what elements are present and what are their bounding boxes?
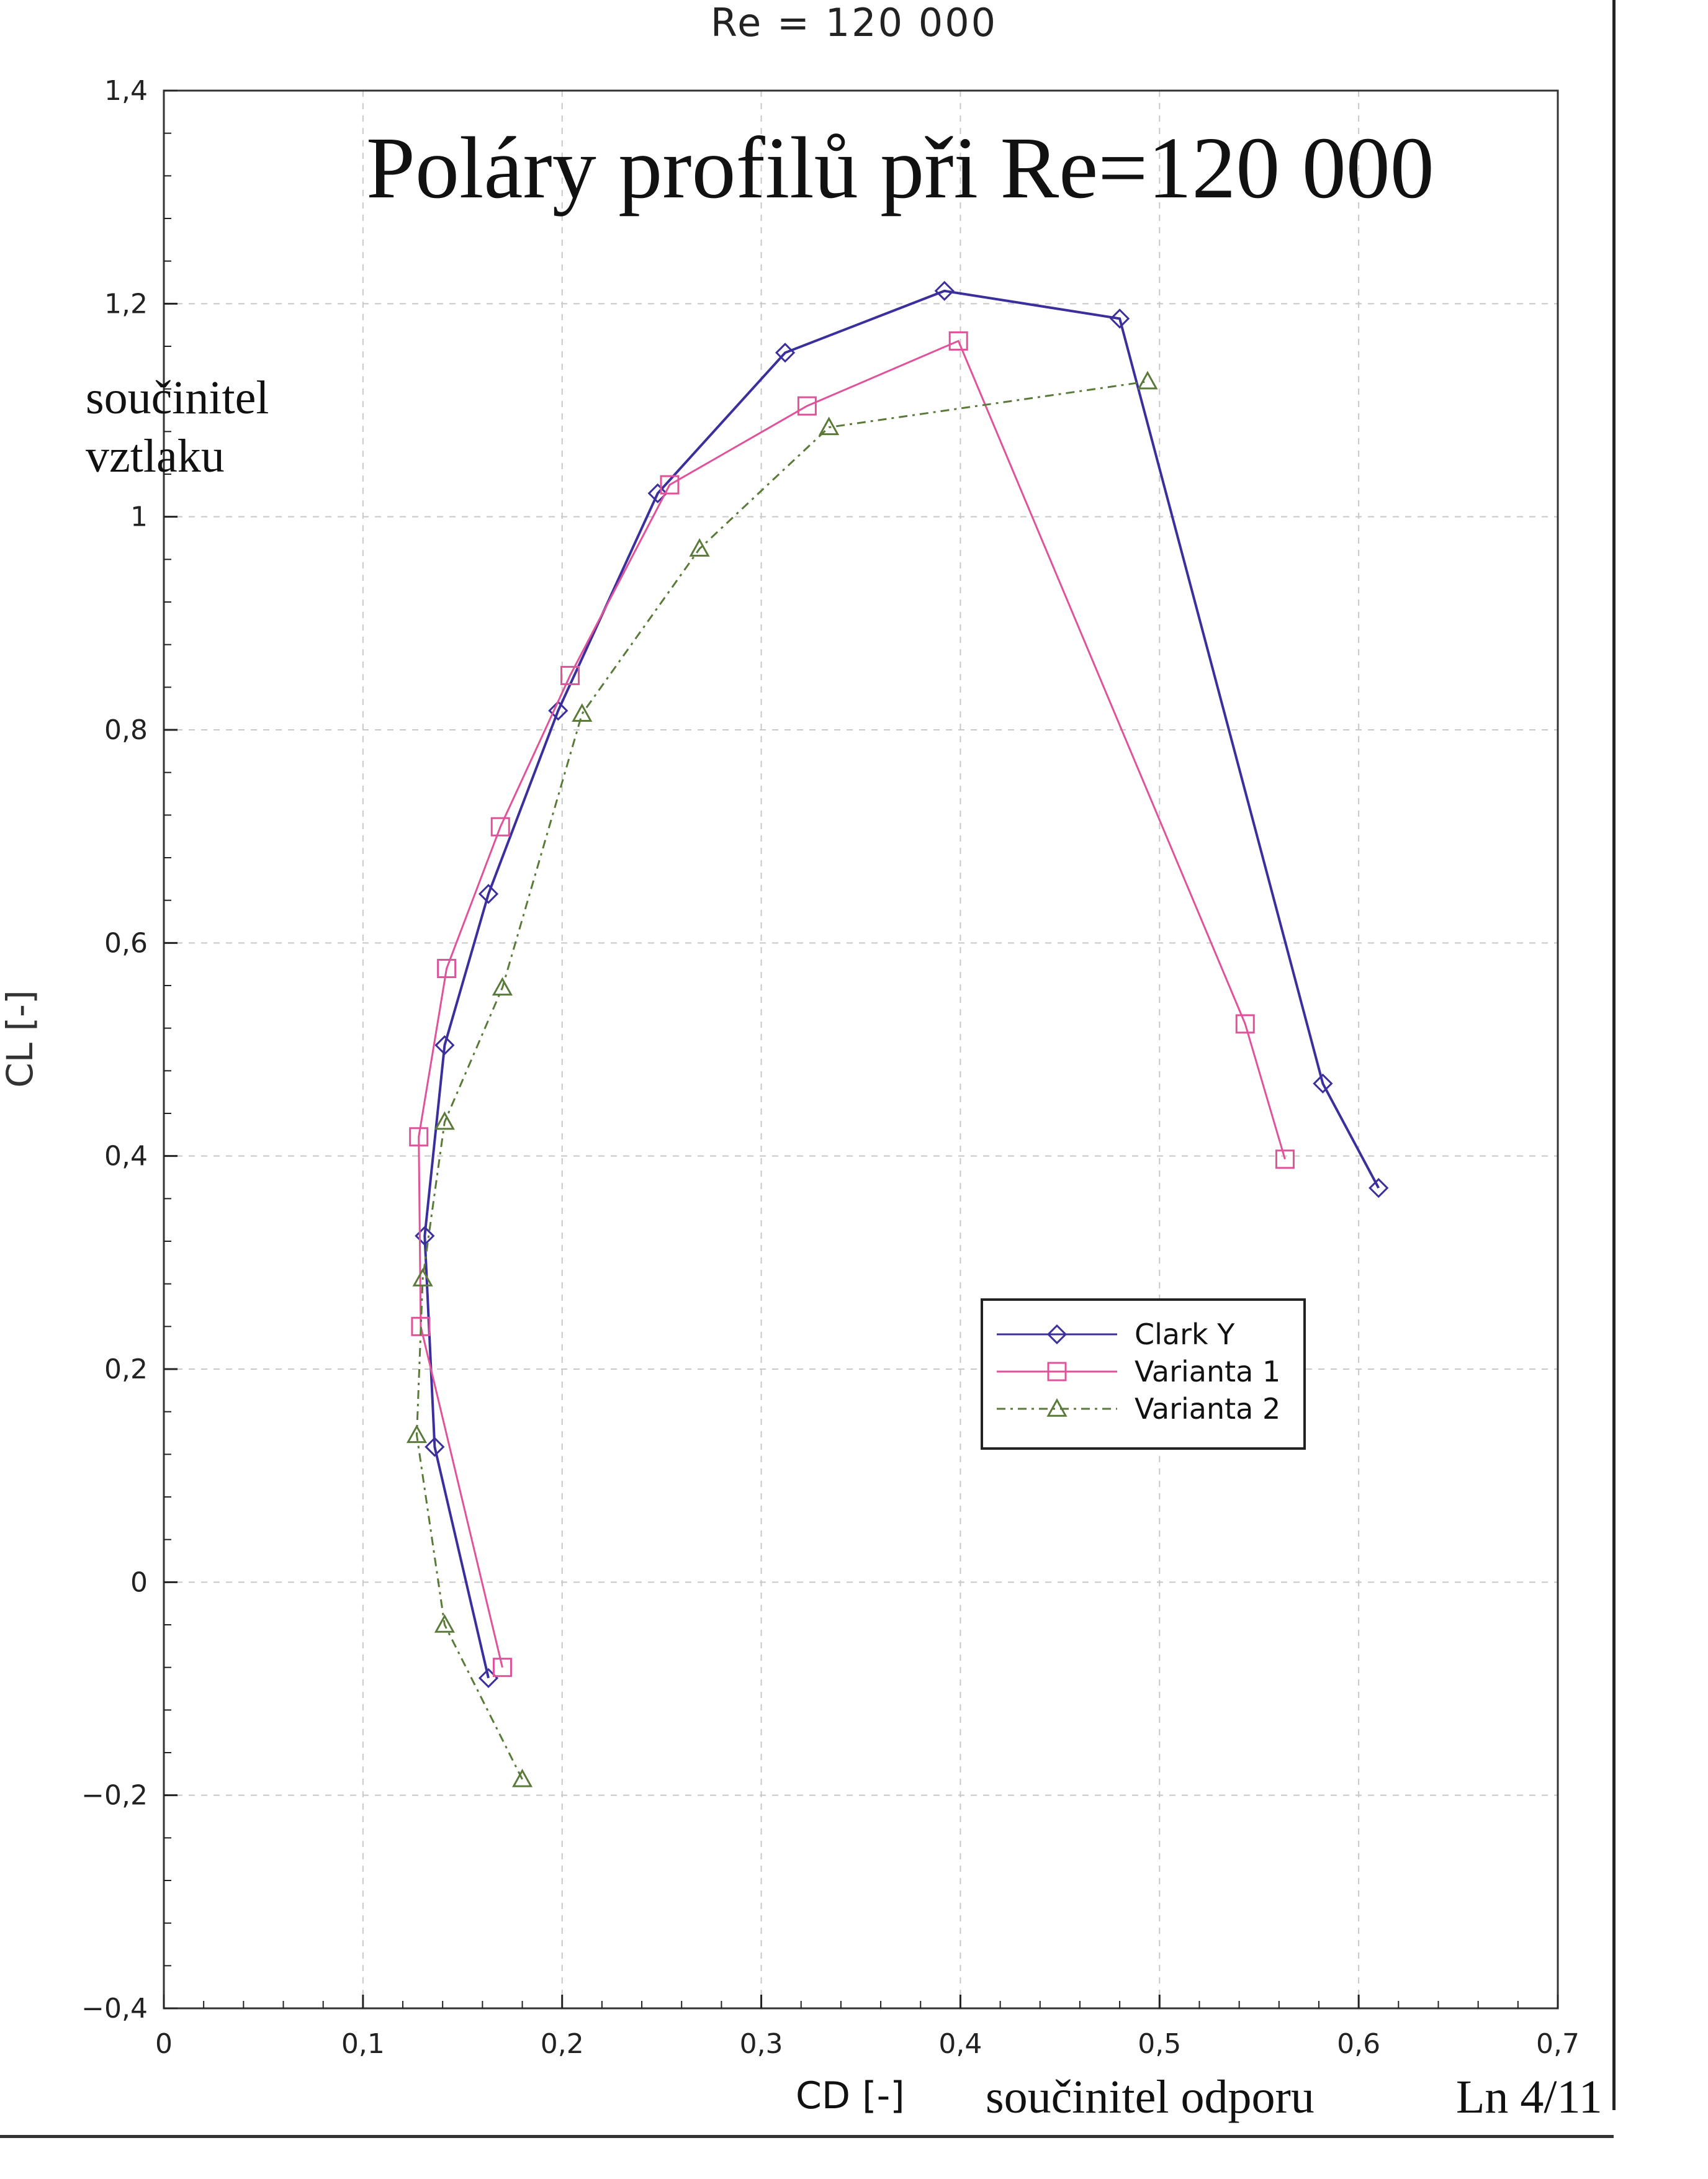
data-point [572,703,593,722]
x-tick-label: 0,1 [341,2028,385,2060]
legend-marker [1047,1362,1067,1382]
data-point [434,1035,455,1056]
grid-layer [163,90,1558,2009]
x-axis-note: součinitel odporu [986,2071,1315,2123]
data-point [1109,308,1130,329]
x-tick-label: 0,6 [1337,2028,1380,2060]
y-axis-note-line2: vztlaku [86,430,225,482]
data-point [647,483,668,504]
y-tick-label: 1 [130,501,148,533]
series-varianta-1 [409,331,1295,1678]
x-tick-label: 0,2 [541,2028,584,2060]
data-point [425,1437,445,1457]
data-point [797,396,817,416]
y-tick-label: 0,4 [104,1141,148,1172]
legend-label: Varianta 1 [1135,1355,1280,1388]
data-point [560,665,580,685]
y-tick-label: 0 [130,1566,148,1598]
y-tick-label: −0,2 [81,1780,148,1812]
y-axis-note: součinitel vztlaku [86,369,269,485]
data-point [409,1127,429,1147]
series-line [415,380,1148,1780]
x-tick-label: 0,3 [740,2028,783,2060]
series-layer [406,281,1389,1787]
ticks-layer: 0 0,1 0,2 0,3 0,4 0,5 0,6 0,7 −0,4 −0,2 0 0,2 0,4 0,6… [81,75,1580,2060]
data-point [1137,371,1158,390]
data-point [689,538,710,557]
series-varianta-2 [406,371,1158,1787]
data-point [934,281,955,301]
legend: Clark Y Varianta 1 Varianta 2 [981,1298,1306,1450]
data-point [548,700,569,721]
data-point [511,1768,533,1787]
page-number: Ln 4/11 [1456,2071,1602,2123]
data-point [1313,1073,1333,1094]
data-point [492,977,513,996]
data-point [1235,1014,1255,1034]
series-line [423,289,1380,1679]
legend-marker [1046,1398,1068,1417]
data-point [437,959,457,979]
y-tick-label: 0,6 [104,927,148,959]
slide-title: Poláry profilů při Re=120 000 [366,119,1434,217]
data-point [1369,1178,1389,1198]
y-tick-label: 1,4 [104,75,148,107]
legend-box [981,1298,1306,1450]
y-tick-label: 0,8 [104,714,148,746]
data-point [948,331,968,351]
chart-top-title: Re = 120 000 [710,0,998,45]
data-point [660,475,680,495]
y-tick-label: 1,2 [104,288,148,320]
data-point [490,817,510,837]
data-point [406,1424,428,1444]
scan-bottom-rule [0,2135,1614,2138]
x-tick-label: 0,4 [938,2028,982,2060]
legend-marker [1046,1324,1068,1345]
data-point [434,1614,455,1633]
data-point [819,416,840,436]
x-axis-label: CD [-] [796,2074,905,2118]
data-point [434,1111,455,1130]
data-point [492,1658,512,1678]
data-point [412,1267,433,1287]
plot-frame [163,89,1559,2010]
series-line [418,339,1286,1668]
data-point [478,884,499,904]
data-point [1275,1149,1295,1169]
scan-right-border [1612,0,1616,2110]
data-point [775,343,796,363]
x-tick-label: 0,7 [1536,2028,1580,2060]
y-axis-label: CL [-] [0,990,41,1088]
y-tick-label: −0,4 [81,1993,148,2024]
legend-label: Varianta 2 [1135,1392,1280,1426]
y-tick-label: 0,2 [104,1354,148,1385]
y-axis-note-line1: součinitel [86,372,269,424]
x-tick-label: 0,5 [1138,2028,1181,2060]
x-tick-label: 0 [155,2028,173,2060]
legend-label: Clark Y [1135,1318,1235,1351]
